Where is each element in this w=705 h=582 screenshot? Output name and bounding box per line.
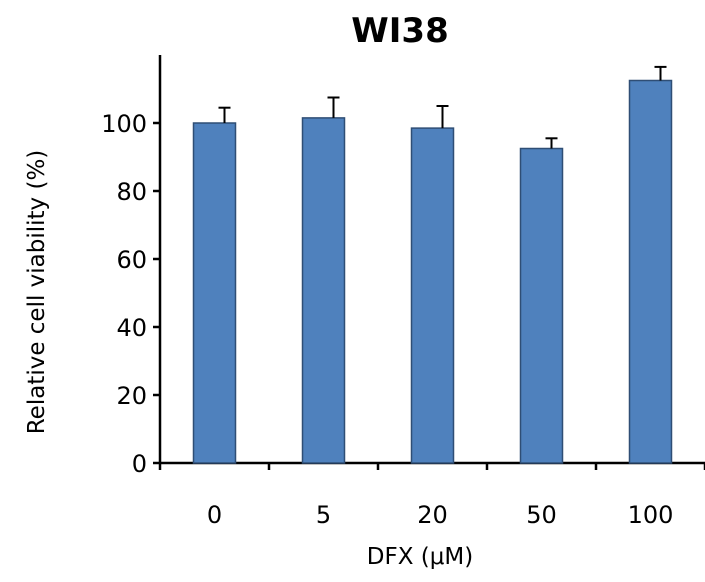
bars [192,79,673,464]
y-tick-label: 60 [116,246,147,274]
x-tick-label-20: 20 [417,501,448,529]
y-axis-label: Relative cell viability (%) [24,150,50,435]
y-ticks: 0 20 40 60 80 100 [101,110,160,478]
y-tick-label: 20 [116,382,147,410]
x-tick-label-0: 0 [207,501,222,529]
y-tick-label: 0 [132,450,147,478]
error-bars [218,65,667,149]
y-tick-label: 80 [116,178,147,206]
x-tick-label-50: 50 [526,501,557,529]
x-ticks: 0 5 20 50 100 [158,463,705,529]
bar-0 [192,122,237,464]
chart-title: WI38 [351,11,448,51]
bar-20 [410,127,455,464]
x-axis-label: DFX (μM) [367,544,473,570]
bar-100 [628,79,673,464]
x-tick-label-5: 5 [316,501,331,529]
bar-50 [519,147,564,464]
y-tick-label: 100 [101,110,147,138]
x-tick-label-100: 100 [628,501,674,529]
y-tick-label: 40 [116,314,147,342]
bar-5 [301,117,346,464]
